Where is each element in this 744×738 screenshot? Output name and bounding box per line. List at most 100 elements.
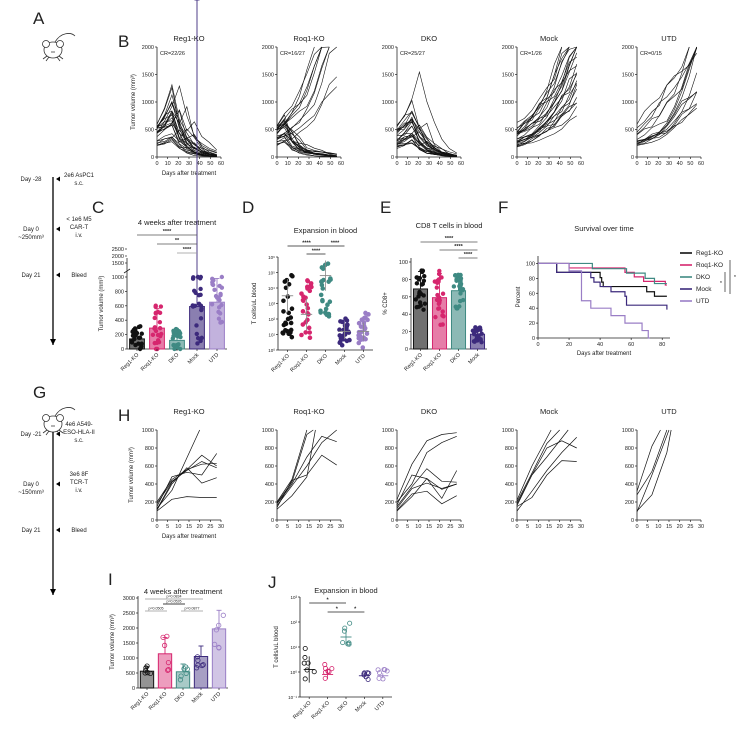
x-tick-label: 20 — [175, 161, 181, 167]
data-point — [318, 292, 324, 298]
chart-title: 4 weeks after treatment — [144, 587, 223, 596]
tumor-curve — [516, 46, 563, 129]
data-point — [174, 333, 179, 338]
data-point — [213, 627, 220, 633]
y-tick-label: 20 — [402, 330, 408, 336]
bar — [211, 628, 227, 689]
chart-title: Expansion in blood — [314, 586, 377, 595]
y-tick-label: 1500 — [262, 73, 274, 79]
y-tick-label: 1000 — [112, 275, 124, 281]
y-tick-label: 10² — [268, 317, 275, 322]
tumor-curve — [276, 140, 337, 157]
data-point — [376, 670, 382, 676]
significance-label: **** — [331, 241, 340, 247]
data-point — [338, 319, 343, 324]
survival-chart: F Survival over time 0 20 40 60 80 0 20 40 60 80 100… — [498, 198, 737, 357]
tumor-curve — [156, 93, 217, 152]
x-tick-label: 20 — [197, 524, 203, 530]
timeline-day: ~250mm³ — [18, 235, 44, 241]
spaghetti-panel-DKO: DKO 0 10 20 30 40 50 60 0 500 1000 1500 2000 CR=25/27 — [382, 34, 464, 167]
y-tick-label: 10⁴ — [268, 286, 275, 291]
data-point — [190, 304, 196, 309]
y-tick-label: 1500 — [382, 73, 394, 79]
x-tick-label: 20 — [535, 161, 541, 167]
data-point — [183, 670, 189, 677]
data-point — [458, 278, 463, 284]
y-tick-label: 10¹ — [268, 333, 275, 338]
y-tick-label: 2000 — [502, 45, 514, 51]
category-label: DKO — [316, 353, 329, 366]
data-point — [421, 307, 426, 312]
y-tick-label: 3000 — [123, 596, 135, 602]
panel-label: E — [380, 198, 391, 217]
timeline-event: ESO-HLA-II — [63, 430, 95, 436]
x-tick-label: 80 — [659, 342, 665, 348]
data-point — [458, 272, 463, 278]
data-point — [195, 657, 201, 663]
y-tick-label: 200 — [145, 500, 154, 506]
x-tick-label: 15 — [666, 524, 672, 530]
y-tick-label: 10⁵ — [268, 271, 275, 276]
data-point — [198, 338, 203, 344]
tumor-curve — [276, 429, 337, 506]
data-point — [198, 286, 203, 292]
category-label: UTD — [208, 352, 220, 364]
spaghetti-panel-UTD: UTD 0 10 20 30 40 50 60 0 500 1000 1500 2000 CR=0/15 — [622, 34, 704, 167]
y-tick-label: 10² — [290, 620, 297, 625]
spaghetti-panel-Roq1-KO: Roq1-KO 0 10 20 30 40 50 60 0 500 1000 1500 2000 CR=1… — [262, 34, 344, 167]
bar — [193, 656, 209, 689]
data-point — [198, 276, 203, 281]
tumor-curve — [636, 46, 690, 125]
y-tick-label: 1000 — [262, 428, 274, 434]
panel-label: C — [92, 198, 104, 217]
spaghetti-panel-Mock: Mock 0 10 20 30 40 50 60 0 500 1000 1500 2000 CR=1/26 — [502, 34, 584, 167]
y-tick-label: 2000 — [142, 45, 154, 51]
data-point — [177, 331, 183, 336]
significance-label: p=0.0505 — [148, 607, 163, 611]
data-point — [165, 659, 172, 666]
cr-annotation: CR=0/15 — [640, 51, 662, 57]
data-point — [158, 304, 164, 309]
cr-annotation: CR=16/27 — [280, 51, 305, 57]
x-tick-label: 60 — [338, 161, 344, 167]
y-tick-label: 80 — [529, 276, 535, 282]
x-tick-label: 10 — [535, 524, 541, 530]
x-tick-label: 60 — [458, 161, 464, 167]
data-point — [302, 645, 308, 651]
data-point — [190, 276, 196, 281]
data-point — [218, 291, 223, 297]
data-point — [440, 291, 446, 296]
y-tick-label: 200 — [505, 500, 514, 506]
scatter-chart-J: J Expansion in blood 10⁻¹ 10⁰ 10¹ 10² 10³ Reg1-… — [268, 573, 392, 721]
y-tick-label: 600 — [505, 464, 514, 470]
data-point — [153, 310, 159, 316]
survival-curve-UTD — [538, 262, 650, 339]
panel-title: Roq1-KO — [293, 407, 324, 416]
event-marker-icon — [56, 176, 60, 182]
y-axis-title: T cells/uL blood — [252, 283, 258, 325]
y-tick-label: 100 — [526, 261, 535, 267]
mouse-ear — [42, 414, 50, 422]
mouse-ear — [56, 40, 64, 48]
panel-label: H — [118, 406, 130, 425]
bar-chart-E: E CD8 T cells in blood 0 20 40 60 80 100 Reg1-KO… — [380, 198, 487, 373]
data-point — [307, 335, 313, 341]
y-tick-label: 400 — [265, 482, 274, 488]
data-point — [220, 612, 226, 618]
bar — [209, 301, 225, 350]
tumor-curve — [636, 429, 661, 492]
data-point — [477, 336, 483, 342]
y-tick-label: 800 — [385, 446, 394, 452]
data-point — [147, 670, 153, 677]
data-point — [216, 622, 222, 628]
data-point — [195, 335, 201, 341]
data-point — [436, 306, 442, 311]
significance-label: **** — [163, 229, 172, 235]
tumor-curve — [276, 123, 337, 155]
data-point — [210, 277, 216, 282]
x-tick-label: 25 — [207, 524, 213, 530]
data-point — [455, 306, 460, 311]
x-tick-label: 50 — [327, 161, 333, 167]
y-tick-label: 1000 — [502, 100, 514, 106]
category-label: Mock — [467, 352, 481, 366]
